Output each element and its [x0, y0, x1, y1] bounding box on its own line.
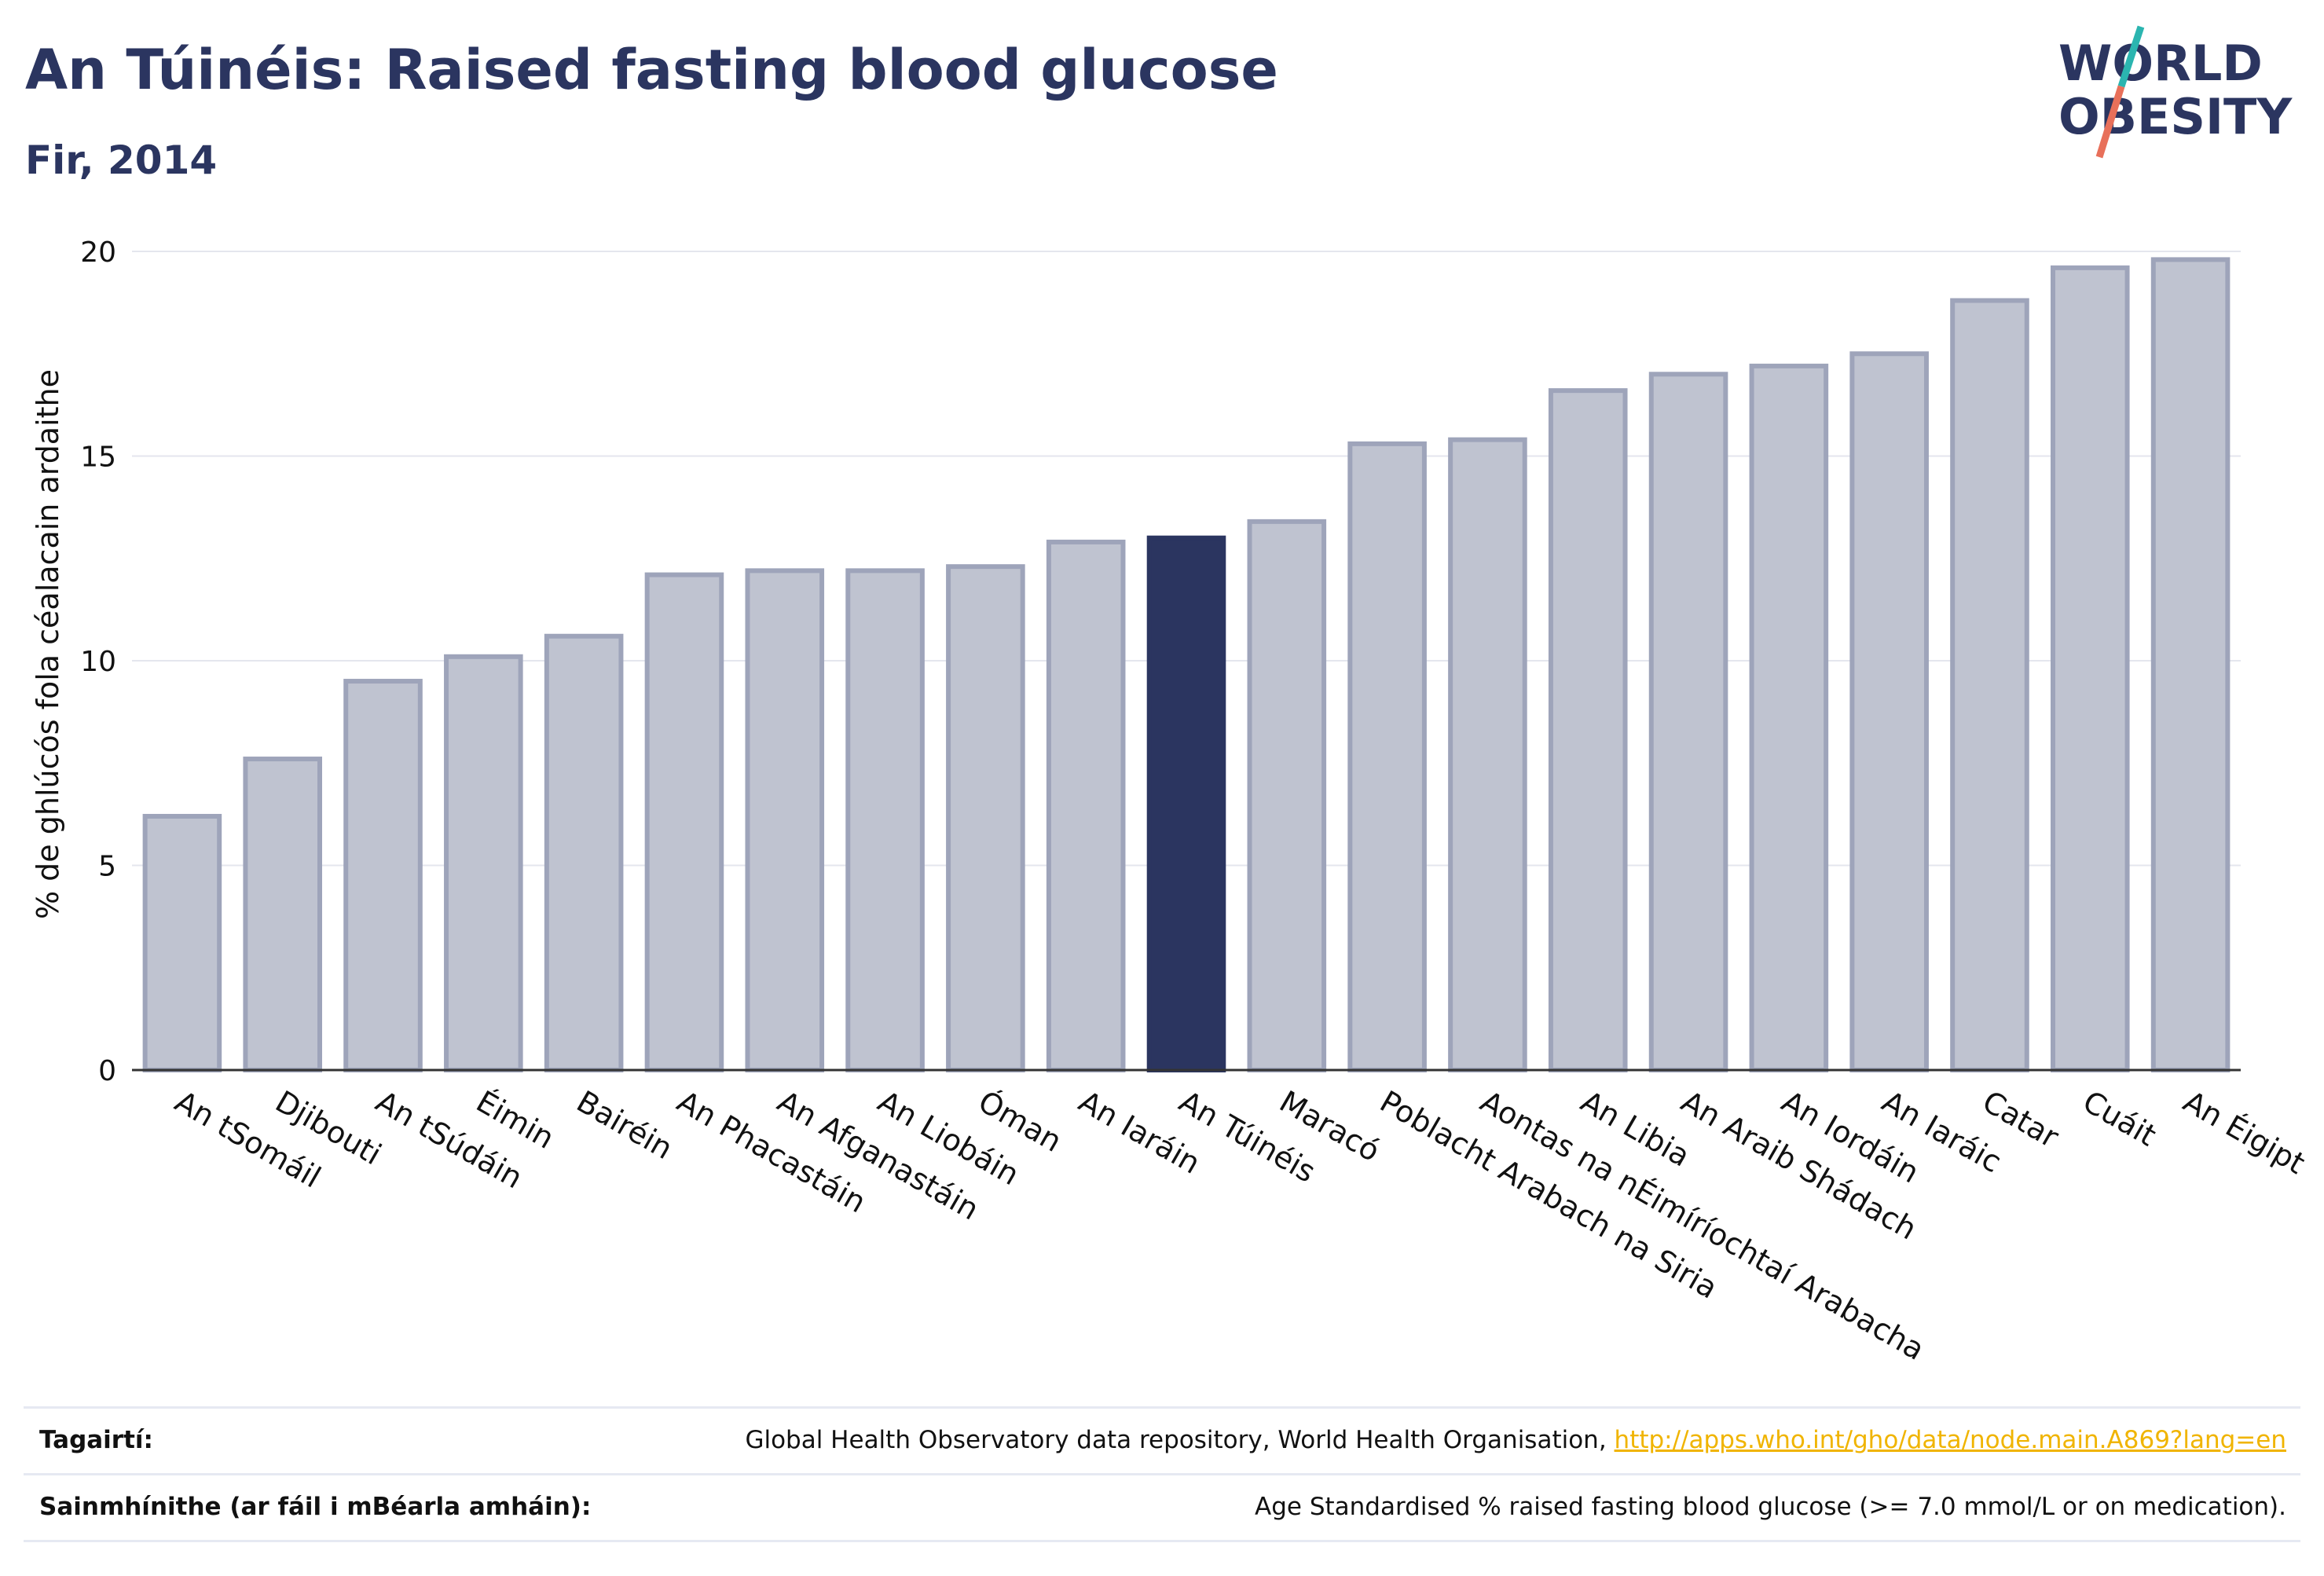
bar — [1347, 441, 1427, 1072]
references-link[interactable]: http://apps.who.int/gho/data/node.main.A… — [1614, 1426, 2286, 1454]
bar — [343, 679, 423, 1072]
bar — [1849, 351, 1929, 1072]
bar — [845, 568, 925, 1072]
y-tick-label: 10 — [80, 646, 116, 678]
logo-text-world: WORLD — [2058, 35, 2263, 92]
definitions-label: Sainmhínithe (ar fáil i mBéarla amháin): — [39, 1493, 592, 1521]
y-tick-label: 15 — [80, 442, 116, 474]
footer-divider-top — [24, 1406, 2300, 1409]
bar — [1046, 539, 1126, 1072]
y-tick-label: 5 — [98, 851, 116, 883]
definitions-text: Age Standardised % raised fasting blood … — [1255, 1493, 2286, 1521]
bar — [1247, 519, 1327, 1072]
bar — [644, 572, 724, 1072]
y-tick-label: 20 — [80, 236, 116, 269]
bar — [444, 654, 523, 1072]
bar — [1749, 363, 1829, 1072]
bar — [2050, 265, 2130, 1072]
bar — [946, 564, 1025, 1072]
bar-highlighted — [1146, 535, 1226, 1072]
definitions-row: Sainmhínithe (ar fáil i mBéarla amháin):… — [24, 1475, 2300, 1542]
bar — [142, 813, 222, 1072]
logo-text-obesity: OBESITY — [2058, 88, 2293, 145]
bar — [544, 633, 624, 1072]
references-row: Tagairtí: Global Health Observatory data… — [24, 1409, 2300, 1475]
references-label: Tagairtí: — [39, 1426, 153, 1454]
chart-title: An Túinéis: Raised fasting blood glucose — [25, 38, 1278, 102]
bar — [1950, 298, 2029, 1072]
x-tick-label: Bairéin — [571, 1084, 679, 1166]
logo-slash-top — [2117, 25, 2145, 88]
bar — [2150, 257, 2231, 1072]
y-tick-labels: 0 5 10 15 20 — [80, 236, 116, 1087]
logo-slash-bottom — [2095, 85, 2125, 159]
bar — [745, 568, 825, 1072]
bar — [1448, 437, 1527, 1072]
references-value: Global Health Observatory data repositor… — [745, 1426, 2286, 1454]
x-tick-label: An Éigipt — [2178, 1084, 2311, 1181]
y-tick-label: 0 — [98, 1055, 116, 1087]
chart-subtitle: Fir, 2014 — [25, 137, 218, 183]
bar — [1548, 388, 1628, 1072]
references-text: Global Health Observatory data repositor… — [745, 1426, 1607, 1454]
bar — [243, 757, 323, 1072]
bar — [1648, 372, 1728, 1072]
bars — [142, 257, 2231, 1072]
x-tick-label: Cuáit — [2077, 1084, 2162, 1153]
world-obesity-logo: WORLD OBESITY — [2058, 25, 2293, 159]
y-axis-label: % de ghlúcós fola céalacain ardaithe — [31, 369, 65, 919]
